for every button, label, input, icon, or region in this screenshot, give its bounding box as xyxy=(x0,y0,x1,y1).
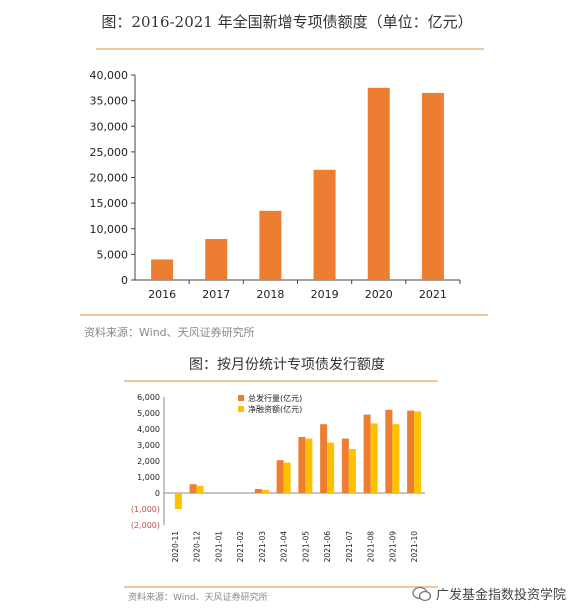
chart2-y-tick-label: 0 xyxy=(155,489,160,498)
chart2-x-tick-label: 2021-06 xyxy=(323,531,332,563)
chart2-bar xyxy=(305,438,313,493)
chart2-bar xyxy=(174,493,182,509)
chart2-y-tick-label: 4,000 xyxy=(137,425,160,434)
chart2-x-tick-label: 2021-08 xyxy=(367,531,376,563)
chart2-bar xyxy=(298,437,306,493)
chart2-x-tick-label: 2021-04 xyxy=(280,531,289,563)
chart1-title: 图：2016-2021 年全国新增专项债额度（单位：亿元） xyxy=(101,13,473,31)
chart2-bar xyxy=(370,423,378,493)
chart2-bar xyxy=(254,489,262,493)
chart2-x-tick-label: 2021-05 xyxy=(301,531,310,563)
chart2-legend-swatch xyxy=(238,406,244,412)
chart1-source: 资料来源：Wind、天风证券研究所 xyxy=(84,326,255,339)
chart2-x-tick-label: 2021-07 xyxy=(345,531,354,563)
chart1-x-tick-label: 2016 xyxy=(148,288,176,301)
chart1-bar xyxy=(205,239,228,280)
chart1-bar xyxy=(259,210,282,280)
chart2-y-tick-label: (2,000) xyxy=(131,521,160,530)
chart2-legend-swatch xyxy=(238,395,244,401)
chart1-y-tick-label: 10,000 xyxy=(90,223,129,236)
chart2-legend-label: 总发行量(亿元) xyxy=(248,393,302,403)
chart2-bar xyxy=(385,409,393,493)
chart2-y-tick-label: (1,000) xyxy=(131,505,160,514)
chart2-bar xyxy=(407,410,415,493)
chart1-x-tick-label: 2018 xyxy=(256,288,284,301)
chart2-bar xyxy=(196,485,204,493)
wechat-icon xyxy=(412,586,432,601)
chart2-bottom-rule xyxy=(124,586,438,588)
chart2-bar xyxy=(363,414,371,493)
chart1-y-tick-label: 15,000 xyxy=(90,197,129,210)
chart2-bar xyxy=(320,424,328,493)
chart1-top-rule xyxy=(96,48,484,50)
chart2-bar xyxy=(348,449,356,493)
chart2-x-tick-label: 2021-01 xyxy=(214,531,223,563)
chart2-svg: (2,000) (1,000) 0 1,000 2,000 3,000 4,000 5,000… xyxy=(131,393,425,563)
chart1-bar xyxy=(151,259,174,280)
chart2-bar xyxy=(261,489,269,493)
chart1-y-tick-label: 30,000 xyxy=(90,120,129,133)
chart2-x-tick-label: 2020-12 xyxy=(193,531,202,563)
chart2-x-tick-label: 2021-02 xyxy=(236,531,245,563)
chart2-bar xyxy=(283,462,291,493)
chart2-bar xyxy=(327,442,335,493)
chart1-y-tick-label: 5,000 xyxy=(97,248,129,261)
chart2-legend-label: 净融资额(亿元) xyxy=(248,404,302,414)
chart2-x-tick-label: 2021-03 xyxy=(258,531,267,563)
chart2-bar xyxy=(189,484,197,493)
chart1-bar xyxy=(313,169,336,280)
chart2-bar xyxy=(341,438,349,493)
chart2-x-tick-label: 2021-09 xyxy=(388,531,397,563)
chart2-title: 图：按月份统计专项债发行额度 xyxy=(189,357,385,373)
chart2-bar xyxy=(392,424,400,493)
chart1-x-tick-label: 2020 xyxy=(365,288,393,301)
chart1-y-tick-label: 0 xyxy=(121,274,128,287)
chart1-y-tick-label: 25,000 xyxy=(90,146,129,159)
chart2-bar xyxy=(414,411,422,493)
chart1-y-tick-label: 35,000 xyxy=(90,95,129,108)
chart1-y-tick-label: 20,000 xyxy=(90,172,129,185)
chart1-bar xyxy=(421,92,444,280)
watermark: 广发基金指数投资学院 xyxy=(412,584,566,603)
watermark-text: 广发基金指数投资学院 xyxy=(435,588,566,603)
chart2-bar xyxy=(276,460,284,493)
chart2-y-tick-label: 6,000 xyxy=(137,393,160,402)
chart2-x-tick-label: 2020-11 xyxy=(171,531,180,563)
chart1-svg: 0 5,000 10,000 15,000 20,000 25,000 30,000 35,0… xyxy=(90,69,461,301)
chart2-y-tick-label: 5,000 xyxy=(137,409,160,418)
chart1-y-tick-label: 40,000 xyxy=(90,69,129,82)
chart1-x-tick-label: 2021 xyxy=(419,288,447,301)
chart2-y-tick-label: 2,000 xyxy=(137,457,160,466)
chart2-y-tick-label: 3,000 xyxy=(137,441,160,450)
chart2-y-tick-label: 1,000 xyxy=(137,473,160,482)
chart2-top-rule xyxy=(124,380,438,382)
chart1-x-tick-label: 2017 xyxy=(202,288,230,301)
chart1-bar xyxy=(367,87,390,280)
chart1-bottom-rule xyxy=(80,314,488,316)
chart2-source: 资料来源：Wind、天风证券研究所 xyxy=(128,593,268,603)
chart1-x-tick-label: 2019 xyxy=(311,288,339,301)
chart2-x-tick-label: 2021-10 xyxy=(410,531,419,563)
